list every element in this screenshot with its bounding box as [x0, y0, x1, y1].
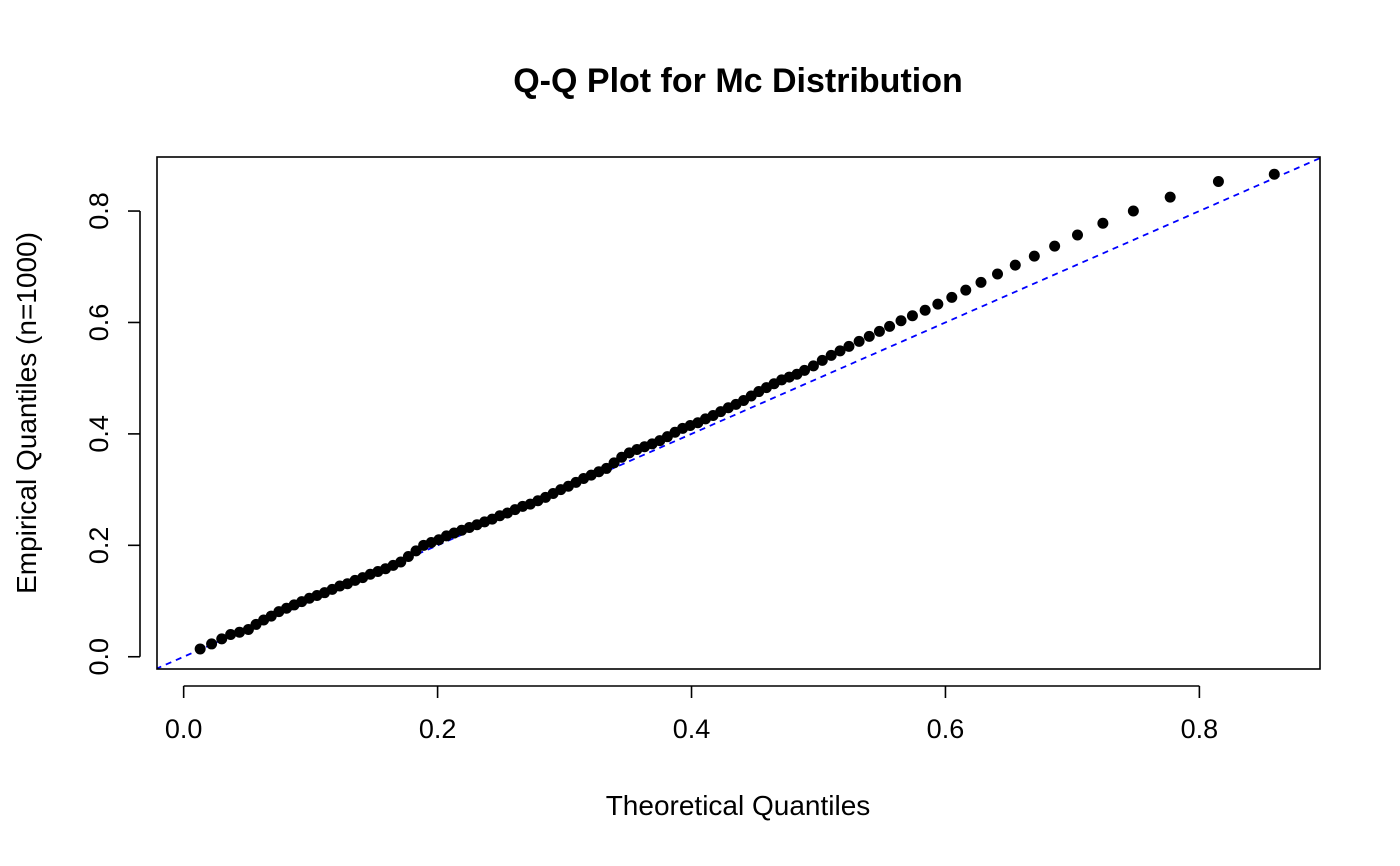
y-tick-label: 0.6: [84, 304, 114, 342]
x-tick-label: 0.2: [419, 714, 457, 744]
data-point: [608, 457, 620, 469]
data-point: [1127, 205, 1139, 217]
data-point: [225, 628, 237, 640]
data-point: [1009, 259, 1021, 271]
data-point: [816, 354, 828, 366]
x-tick-label: 0.4: [673, 714, 711, 744]
data-point: [853, 335, 865, 347]
y-axis-label: Empirical Quantiles (n=1000): [11, 232, 42, 594]
data-point: [946, 291, 958, 303]
data-point: [906, 310, 918, 322]
y-tick-label: 0.8: [84, 192, 114, 230]
data-point: [216, 633, 228, 645]
data-point: [873, 325, 885, 337]
data-point: [1071, 229, 1083, 241]
data-point: [843, 340, 855, 352]
x-axis-label: Theoretical Quantiles: [606, 790, 871, 821]
data-point: [402, 550, 414, 562]
data-point: [395, 556, 407, 568]
data-point: [807, 360, 819, 372]
data-point: [206, 638, 218, 650]
y-tick-label: 0.2: [84, 527, 114, 565]
data-point: [410, 545, 422, 557]
y-tick-label: 0.0: [84, 638, 114, 676]
data-point: [825, 349, 837, 361]
y-tick-label: 0.4: [84, 415, 114, 453]
data-point: [1097, 217, 1109, 229]
data-point: [1028, 250, 1040, 262]
data-point: [1268, 168, 1280, 180]
data-point: [932, 298, 944, 310]
data-point: [194, 643, 206, 655]
data-point: [1212, 176, 1224, 188]
data-point: [234, 626, 246, 638]
x-tick-label: 0.6: [927, 714, 965, 744]
data-point: [992, 268, 1004, 280]
plot-frame: [156, 156, 1321, 670]
data-point: [975, 276, 987, 288]
x-tick-label: 0.0: [165, 714, 203, 744]
data-point: [960, 284, 972, 296]
data-point: [1049, 240, 1061, 252]
y-axis: 0.0 0.2 0.4 0.6 0.8: [84, 192, 141, 676]
plot-area: [156, 156, 1321, 670]
data-point: [799, 364, 811, 376]
x-tick-label: 0.8: [1181, 714, 1219, 744]
data-point: [863, 330, 875, 342]
x-axis: 0.0 0.2 0.4 0.6 0.8: [165, 685, 1219, 744]
data-point: [884, 320, 896, 332]
chart-title: Q-Q Plot for Mc Distribution: [513, 62, 963, 100]
data-point: [919, 304, 931, 316]
data-point: [600, 462, 612, 474]
data-point: [1164, 191, 1176, 203]
data-point: [895, 315, 907, 327]
data-point: [834, 345, 846, 357]
